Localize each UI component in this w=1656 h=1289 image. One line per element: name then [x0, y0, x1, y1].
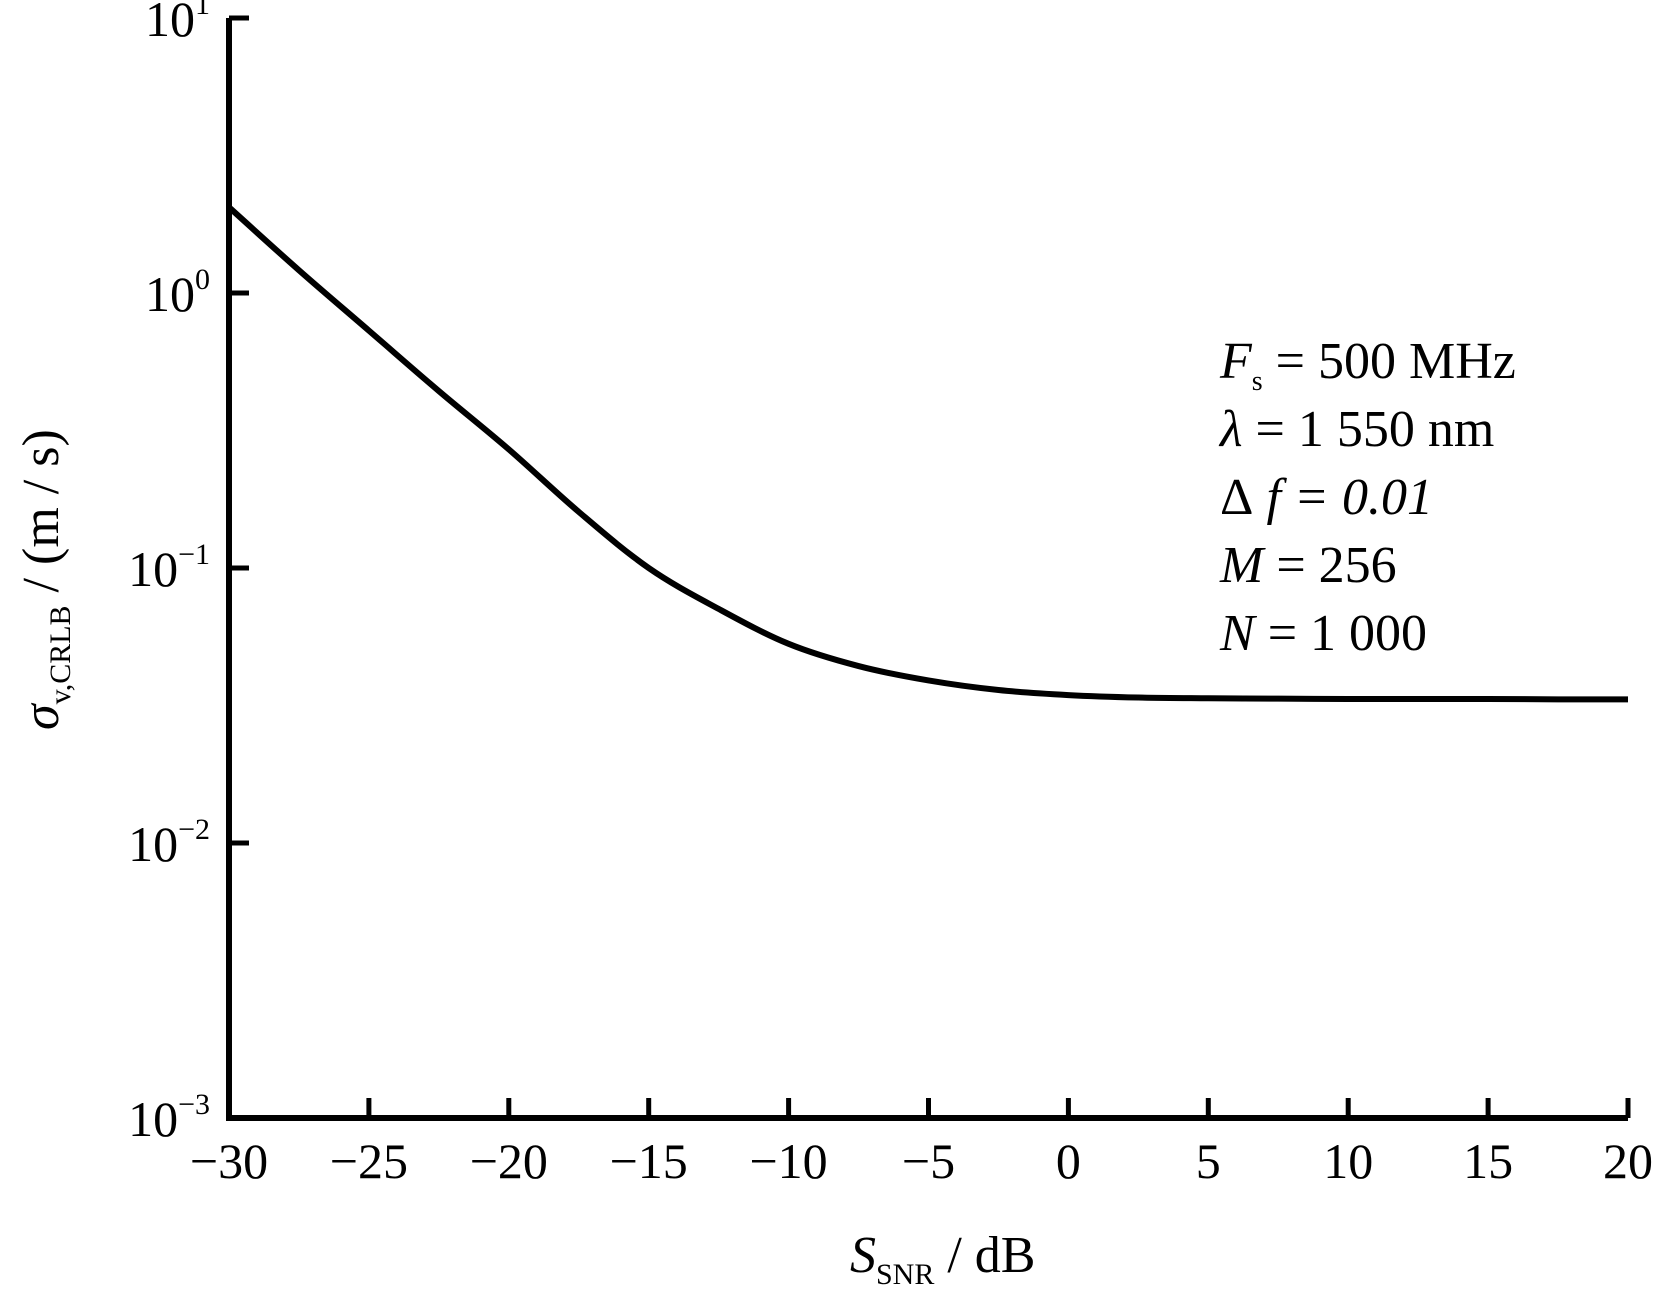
- x-axis-label-symbol: S: [850, 1227, 876, 1284]
- y-tick-label-exponent: −3: [178, 1088, 210, 1121]
- y-tick-label-exponent: 1: [195, 0, 210, 21]
- annotation-lambda-text: = 1 550 nm: [1243, 401, 1495, 458]
- annotation-fs-symbol: F: [1219, 333, 1253, 390]
- annotation-delta-f: Δ f = 0.01: [1220, 469, 1433, 526]
- annotation-n: N = 1 000: [1219, 605, 1427, 662]
- y-tick-label-base: 10: [145, 266, 195, 322]
- parameter-annotations: Fs = 500 MHz λ = 1 550 nm Δ f = 0.01 M =…: [1218, 333, 1516, 662]
- series-line: [226, 205, 1629, 703]
- x-tick-label: 0: [1056, 1133, 1081, 1189]
- y-axis-label-symbol: σ: [13, 702, 70, 730]
- annotation-delta-f-symbol: Δ: [1220, 469, 1253, 526]
- annotation-lambda: λ = 1 550 nm: [1218, 401, 1494, 458]
- x-tick-label: 20: [1603, 1133, 1653, 1189]
- y-tick-label-exponent: −1: [178, 538, 210, 571]
- ticks-layer: −30 −25 −20 −15 −10 −5 0 5 10 15 2010110010−110−21…: [128, 0, 1653, 1189]
- annotation-n-text: = 1 000: [1255, 605, 1427, 662]
- annotation-lambda-symbol: λ: [1218, 401, 1243, 458]
- x-tick-label: −15: [610, 1133, 688, 1189]
- y-tick-label-exponent: 0: [195, 263, 210, 296]
- annotation-m-text: = 256: [1263, 537, 1396, 594]
- x-tick-label: −30: [190, 1133, 268, 1189]
- x-axis-label: SSNR / dB: [850, 1227, 1036, 1289]
- x-tick-label: 15: [1463, 1133, 1513, 1189]
- y-tick-label: 101: [145, 0, 210, 47]
- y-axis-label-unit: / (m / s): [13, 429, 70, 605]
- x-tick-label: −25: [330, 1133, 408, 1189]
- y-tick-label-exponent: −2: [178, 813, 210, 846]
- x-tick-label: −5: [902, 1133, 955, 1189]
- series-layer: [226, 205, 1629, 703]
- x-tick-label: 5: [1196, 1133, 1221, 1189]
- annotation-fs: Fs = 500 MHz: [1219, 333, 1516, 397]
- y-tick-label-base: 10: [128, 541, 178, 597]
- y-tick-label: 10−1: [128, 538, 210, 597]
- annotation-delta-f-text: f = 0.01: [1253, 469, 1433, 526]
- x-tick-label: −10: [749, 1133, 827, 1189]
- y-tick-label: 100: [145, 263, 210, 322]
- x-axis-label-subscript: SNR: [876, 1258, 934, 1289]
- x-axis-label-unit: / dB: [934, 1227, 1035, 1284]
- x-tick-label: 10: [1323, 1133, 1373, 1189]
- y-tick-label-base: 10: [145, 0, 195, 47]
- y-axis-label: σv,CRLB / (m / s): [13, 429, 77, 730]
- y-tick-label: 10−2: [128, 813, 210, 872]
- y-tick-label-base: 10: [128, 1091, 178, 1147]
- annotation-n-symbol: N: [1219, 605, 1258, 662]
- x-tick-label: −20: [470, 1133, 548, 1189]
- y-tick-label-base: 10: [128, 816, 178, 872]
- annotation-fs-subscript: s: [1252, 366, 1263, 397]
- y-tick-label: 10−3: [128, 1088, 210, 1147]
- y-axis-label-subscript: v,CRLB: [44, 605, 77, 704]
- annotation-m-symbol: M: [1219, 537, 1266, 594]
- annotation-m: M = 256: [1219, 537, 1397, 594]
- annotation-fs-text: = 500 MHz: [1263, 333, 1516, 390]
- axes-layer: [226, 18, 1628, 1121]
